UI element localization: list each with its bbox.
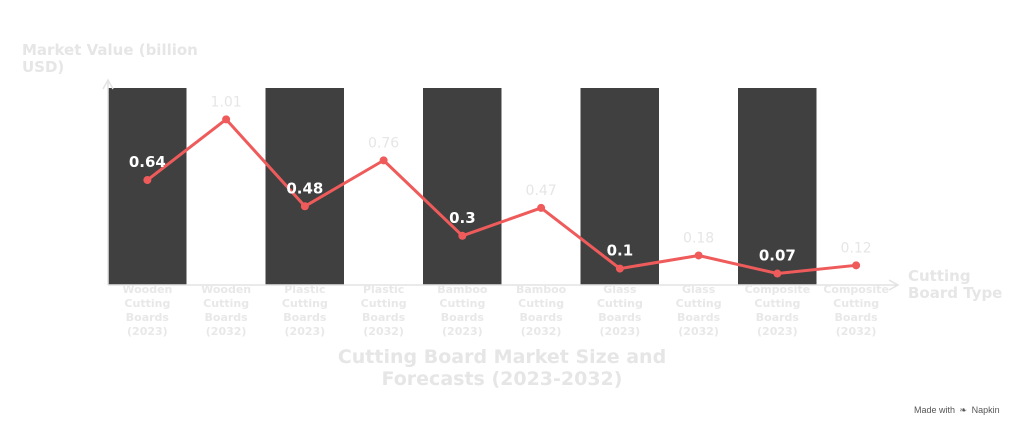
y-axis-title: Market Value (billion USD) xyxy=(22,41,198,76)
x-axis-arrow xyxy=(888,279,900,291)
data-label: 0.18 xyxy=(683,230,714,246)
bar xyxy=(108,88,187,285)
data-label: 0.76 xyxy=(368,135,399,151)
watermark-text: Made with xyxy=(914,405,956,415)
chart-title: Cutting Board Market Size and Forecasts … xyxy=(337,346,667,390)
data-point xyxy=(143,176,152,185)
bar xyxy=(423,88,502,285)
napkin-logo-icon: ❧ xyxy=(959,405,968,415)
data-label: 1.01 xyxy=(211,94,242,110)
data-label: 0.48 xyxy=(286,179,323,197)
data-label: 0.07 xyxy=(759,247,796,265)
x-tick-label: Composite Cutting Boards (2023) xyxy=(745,283,811,338)
x-tick-label: Plastic Cutting Boards (2023) xyxy=(282,283,328,338)
data-point xyxy=(694,251,703,260)
data-point xyxy=(300,202,309,211)
data-point xyxy=(537,203,546,212)
x-tick-label: Bamboo Cutting Boards (2023) xyxy=(437,283,488,338)
data-point xyxy=(852,261,861,270)
x-tick-label: Wooden Cutting Boards (2023) xyxy=(122,283,172,338)
x-tick-label: Glass Cutting Boards (2023) xyxy=(597,283,643,338)
x-tick-label: Bamboo Cutting Boards (2032) xyxy=(516,283,567,338)
watermark: Made with ❧ Napkin xyxy=(914,405,1000,416)
bar xyxy=(265,88,344,285)
series-line xyxy=(145,117,858,276)
watermark-brand: Napkin xyxy=(971,405,1000,415)
x-tick-label: Composite Cutting Boards (2032) xyxy=(823,283,889,338)
data-point xyxy=(222,115,231,124)
x-tick-label: Plastic Cutting Boards (2032) xyxy=(361,283,407,338)
data-point xyxy=(773,269,782,278)
y-axis-arrow xyxy=(102,78,114,90)
data-label: 0.12 xyxy=(841,240,872,256)
data-label: 0.1 xyxy=(607,242,634,260)
data-label: 0.64 xyxy=(129,153,166,171)
bar xyxy=(738,88,817,285)
x-axis-title: Cutting Board Type xyxy=(908,267,1003,302)
data-point xyxy=(379,156,388,165)
x-tick-label: Wooden Cutting Boards (2032) xyxy=(201,283,251,338)
data-point xyxy=(615,264,624,273)
x-tick-label: Glass Cutting Boards (2032) xyxy=(676,283,722,338)
data-label: 0.47 xyxy=(526,183,557,199)
data-point xyxy=(458,231,467,240)
data-label: 0.3 xyxy=(449,209,476,227)
bar xyxy=(580,88,659,285)
